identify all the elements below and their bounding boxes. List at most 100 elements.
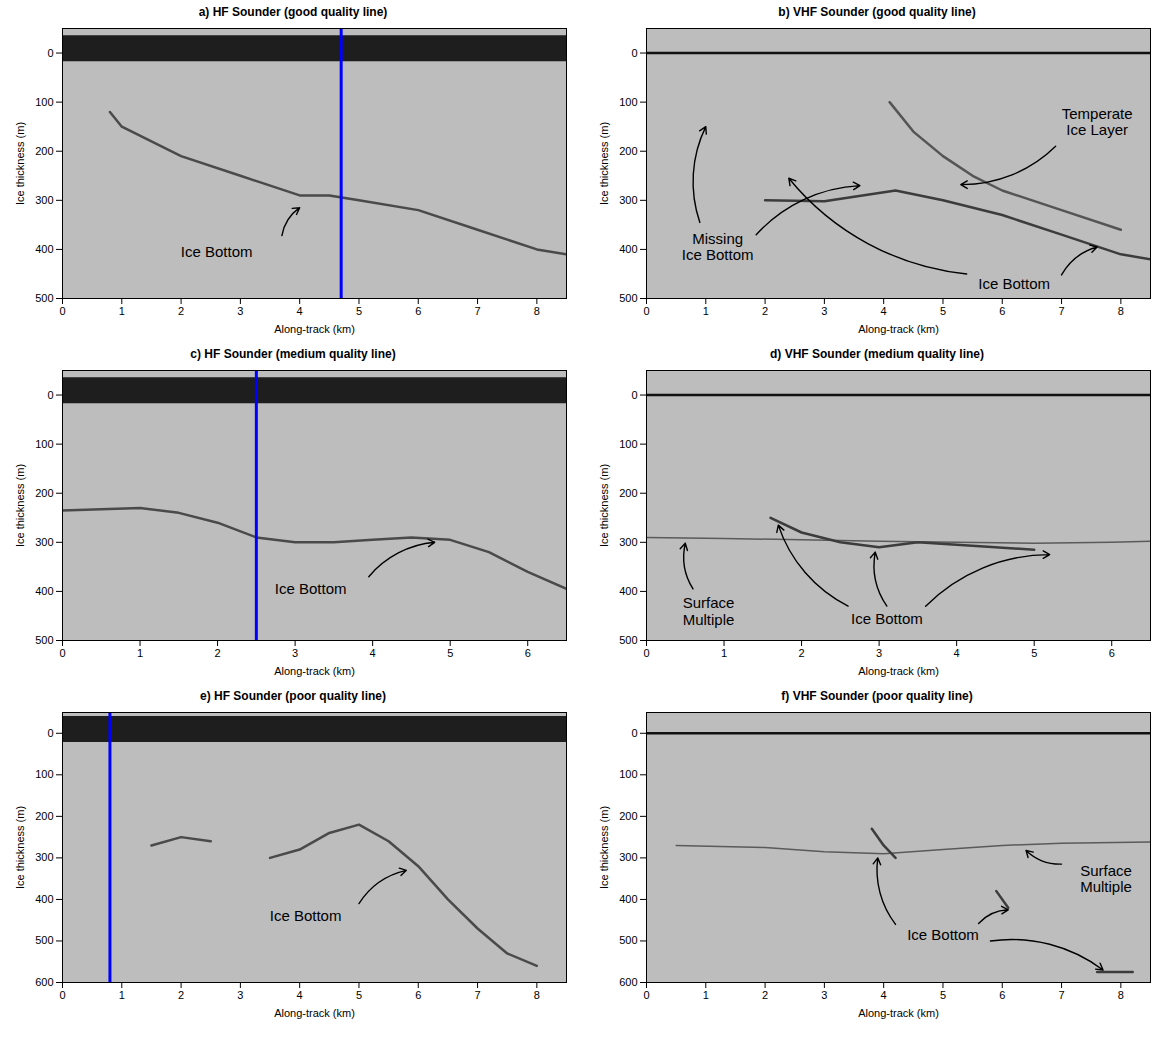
svg-text:1: 1: [119, 305, 125, 317]
svg-text:Ice thickness (m): Ice thickness (m): [598, 806, 610, 889]
svg-text:1: 1: [703, 989, 709, 1001]
svg-text:3: 3: [876, 647, 882, 659]
svg-text:1: 1: [119, 989, 125, 1001]
svg-text:Along-track (km): Along-track (km): [274, 1007, 355, 1019]
svg-text:600: 600: [619, 976, 637, 988]
svg-text:2: 2: [762, 989, 768, 1001]
svg-text:300: 300: [619, 536, 637, 548]
svg-text:8: 8: [534, 989, 540, 1001]
svg-text:3: 3: [237, 305, 243, 317]
svg-text:6: 6: [415, 305, 421, 317]
svg-text:Along-track (km): Along-track (km): [274, 665, 355, 677]
svg-text:0: 0: [631, 727, 637, 739]
svg-text:5: 5: [356, 305, 362, 317]
svg-text:500: 500: [35, 934, 53, 946]
svg-text:4: 4: [881, 989, 887, 1001]
svg-text:3: 3: [292, 647, 298, 659]
svg-text:6: 6: [999, 305, 1005, 317]
svg-text:500: 500: [619, 292, 637, 304]
svg-text:600: 600: [35, 976, 53, 988]
svg-text:Ice Bottom: Ice Bottom: [978, 275, 1050, 292]
svg-text:5: 5: [940, 305, 946, 317]
svg-text:200: 200: [619, 145, 637, 157]
svg-text:Ice Bottom: Ice Bottom: [851, 610, 923, 627]
svg-text:100: 100: [35, 96, 53, 108]
svg-text:7: 7: [474, 305, 480, 317]
svg-text:2: 2: [799, 647, 805, 659]
svg-text:0: 0: [59, 305, 65, 317]
svg-text:2: 2: [178, 989, 184, 1001]
svg-text:4: 4: [881, 305, 887, 317]
svg-text:Along-track (km): Along-track (km): [858, 323, 939, 335]
svg-text:0: 0: [47, 389, 53, 401]
svg-text:1: 1: [137, 647, 143, 659]
svg-text:0: 0: [59, 647, 65, 659]
svg-text:400: 400: [619, 893, 637, 905]
svg-text:4: 4: [370, 647, 376, 659]
svg-text:8: 8: [534, 305, 540, 317]
svg-text:0: 0: [59, 989, 65, 1001]
svg-text:4: 4: [297, 989, 303, 1001]
svg-text:Ice thickness (m): Ice thickness (m): [14, 122, 26, 205]
svg-text:Ice Bottom: Ice Bottom: [270, 907, 342, 924]
svg-text:SurfaceMultiple: SurfaceMultiple: [683, 594, 735, 628]
svg-text:4: 4: [297, 305, 303, 317]
svg-text:Along-track (km): Along-track (km): [858, 1007, 939, 1019]
svg-text:400: 400: [35, 893, 53, 905]
svg-text:Ice thickness (m): Ice thickness (m): [14, 806, 26, 889]
svg-text:8: 8: [1118, 989, 1124, 1001]
svg-text:100: 100: [35, 438, 53, 450]
svg-text:0: 0: [643, 305, 649, 317]
svg-text:Along-track (km): Along-track (km): [858, 665, 939, 677]
svg-text:1: 1: [703, 305, 709, 317]
svg-text:5: 5: [1031, 647, 1037, 659]
svg-text:400: 400: [35, 585, 53, 597]
svg-text:100: 100: [619, 96, 637, 108]
svg-text:200: 200: [35, 487, 53, 499]
svg-text:Along-track (km): Along-track (km): [274, 323, 355, 335]
svg-text:5: 5: [356, 989, 362, 1001]
svg-text:200: 200: [35, 810, 53, 822]
svg-text:Ice Bottom: Ice Bottom: [907, 926, 979, 943]
svg-text:Ice Bottom: Ice Bottom: [181, 243, 253, 260]
svg-text:Ice thickness (m): Ice thickness (m): [14, 464, 26, 547]
svg-text:100: 100: [619, 768, 637, 780]
svg-text:2: 2: [215, 647, 221, 659]
svg-text:3: 3: [237, 989, 243, 1001]
svg-text:200: 200: [35, 145, 53, 157]
svg-text:0: 0: [643, 989, 649, 1001]
svg-text:0: 0: [643, 647, 649, 659]
svg-text:8: 8: [1118, 305, 1124, 317]
svg-text:0: 0: [47, 47, 53, 59]
svg-text:100: 100: [619, 438, 637, 450]
svg-text:300: 300: [35, 536, 53, 548]
svg-text:300: 300: [35, 194, 53, 206]
svg-text:200: 200: [619, 487, 637, 499]
svg-text:100: 100: [35, 768, 53, 780]
svg-text:300: 300: [619, 194, 637, 206]
svg-text:Ice Bottom: Ice Bottom: [275, 580, 347, 597]
svg-text:0: 0: [631, 47, 637, 59]
svg-text:TemperateIce Layer: TemperateIce Layer: [1062, 105, 1133, 139]
svg-text:6: 6: [1109, 647, 1115, 659]
svg-text:6: 6: [999, 989, 1005, 1001]
svg-text:3: 3: [821, 305, 827, 317]
svg-text:400: 400: [619, 585, 637, 597]
svg-text:SurfaceMultiple: SurfaceMultiple: [1080, 862, 1132, 896]
svg-text:400: 400: [619, 243, 637, 255]
svg-text:200: 200: [619, 810, 637, 822]
svg-text:Ice thickness (m): Ice thickness (m): [598, 122, 610, 205]
svg-text:1: 1: [721, 647, 727, 659]
svg-text:500: 500: [619, 634, 637, 646]
svg-text:7: 7: [1058, 989, 1064, 1001]
svg-text:400: 400: [35, 243, 53, 255]
svg-text:MissingIce Bottom: MissingIce Bottom: [682, 230, 754, 264]
svg-text:500: 500: [35, 634, 53, 646]
svg-text:3: 3: [821, 989, 827, 1001]
svg-text:500: 500: [619, 934, 637, 946]
svg-text:0: 0: [47, 727, 53, 739]
svg-text:5: 5: [447, 647, 453, 659]
svg-text:6: 6: [415, 989, 421, 1001]
svg-text:2: 2: [762, 305, 768, 317]
svg-text:300: 300: [619, 851, 637, 863]
